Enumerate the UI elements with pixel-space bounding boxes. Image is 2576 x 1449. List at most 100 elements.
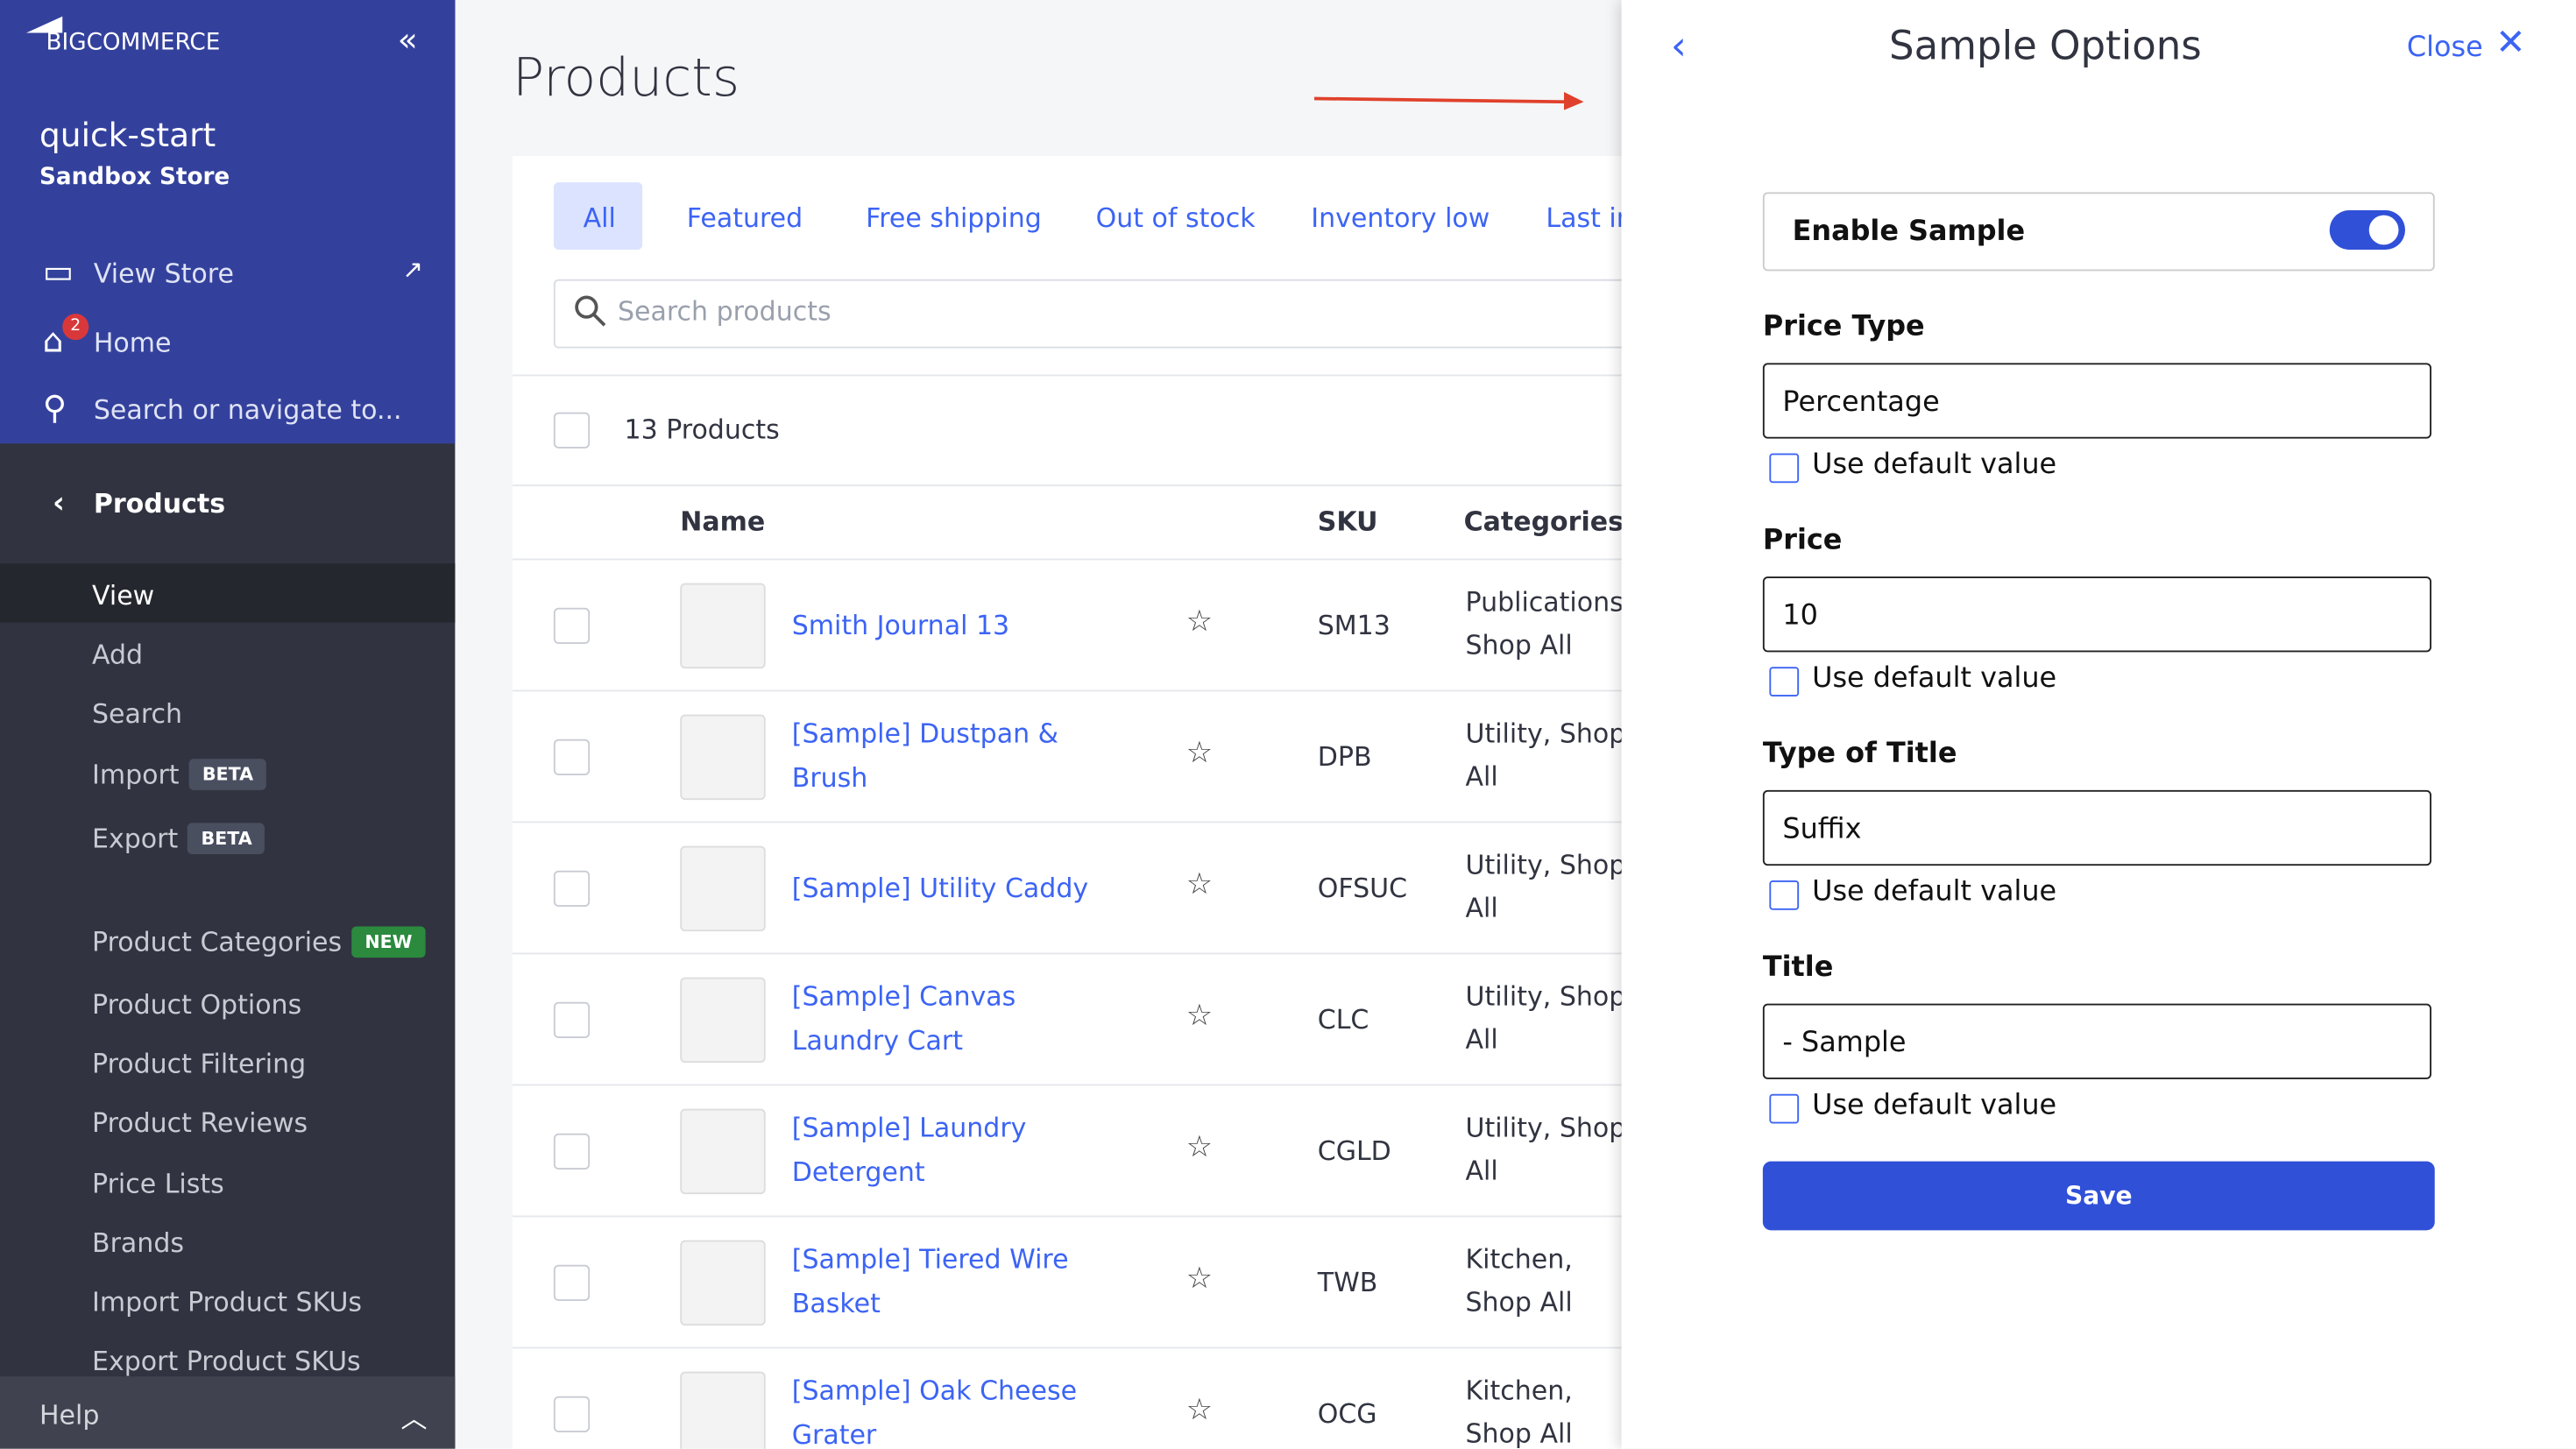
categories: Utility, Shop All <box>1465 849 1626 923</box>
row-checkbox[interactable] <box>553 607 591 644</box>
favorite-star[interactable]: ☆ <box>1185 999 1214 1034</box>
menu-label[interactable]: Product Options <box>92 988 302 1021</box>
product-name[interactable]: Smith Journal 13 <box>791 608 1010 640</box>
nav-item[interactable]: Search or navigate to... <box>93 394 402 426</box>
default-label[interactable]: Use default value <box>1812 1089 2057 1122</box>
search-box[interactable] <box>553 279 1663 349</box>
row-divider <box>513 952 1663 955</box>
toggle[interactable] <box>2329 210 2405 250</box>
menu-label[interactable]: Import Product SKUs <box>92 1286 363 1318</box>
menu-item[interactable]: Product Filtering <box>92 1048 306 1079</box>
filter-tab[interactable]: All <box>583 201 616 234</box>
tab-active-bg <box>553 182 643 250</box>
collapse-button[interactable]: « <box>397 19 418 60</box>
nav-item[interactable]: Home <box>93 326 172 357</box>
menu-item[interactable]: Product Options <box>92 989 301 1021</box>
logo-mark <box>26 16 63 33</box>
default-label[interactable]: Use default value <box>1812 661 2057 696</box>
menu-item[interactable]: Add <box>92 639 143 670</box>
product-thumbnail <box>680 1108 766 1195</box>
product-name[interactable]: [Sample] Utility Caddy <box>791 871 1089 903</box>
default-checkbox[interactable] <box>1769 667 1800 696</box>
toggle-row <box>1762 192 2435 272</box>
menu-item[interactable]: View <box>92 580 154 611</box>
row-checkbox[interactable] <box>553 1396 591 1432</box>
menu-item[interactable]: Import Product SKUs <box>92 1286 362 1318</box>
help-bar[interactable] <box>0 1376 456 1449</box>
default-label[interactable]: Use default value <box>1812 875 2057 908</box>
favorite-star[interactable]: ☆ <box>1185 604 1214 640</box>
close-icon[interactable]: ✕ <box>2495 23 2526 65</box>
menu-label[interactable]: Export <box>92 823 179 854</box>
menu-label[interactable]: Export Product SKUs <box>92 1345 361 1377</box>
back-button[interactable]: ‹ <box>1670 23 1687 69</box>
menu-item[interactable]: Brands <box>92 1227 184 1259</box>
menu-label[interactable]: View <box>92 579 155 611</box>
menu-label[interactable]: Product Filtering <box>92 1048 307 1079</box>
nav-icon: ⌂ <box>42 319 64 359</box>
row-checkbox[interactable] <box>553 870 591 907</box>
column-header[interactable]: Name <box>680 505 766 538</box>
close-button[interactable]: Close <box>2406 31 2483 65</box>
field-input[interactable]: 10 <box>1762 576 2431 653</box>
menu-item[interactable]: Import BETA <box>92 759 267 790</box>
row-checkbox[interactable] <box>553 1133 591 1170</box>
row-divider <box>513 1347 1663 1349</box>
product-thumbnail <box>680 714 766 801</box>
menu-label[interactable]: Product Categories <box>92 926 343 958</box>
help-chevron: ︿ <box>400 1403 428 1434</box>
sku: SM13 <box>1317 609 1391 641</box>
menu-label[interactable]: Product Reviews <box>92 1106 308 1139</box>
save-button[interactable]: Save <box>1762 1161 2435 1231</box>
select-all-checkbox[interactable] <box>553 412 591 449</box>
product-name[interactable]: [Sample] Tiered Wire Basket <box>791 1243 1069 1319</box>
nav-icon: ⚲ <box>42 387 67 428</box>
help[interactable]: Help <box>39 1399 100 1431</box>
divider <box>513 558 1663 561</box>
menu-label[interactable]: Import <box>92 759 180 790</box>
side-panel: ‹ Sample Options Close ✕ Enable Sample S… <box>1621 0 2576 1449</box>
menu-item[interactable]: Product Reviews <box>92 1107 308 1139</box>
product-count: 13 Products <box>624 413 780 446</box>
filter-tab[interactable]: Inventory low <box>1311 201 1490 234</box>
menu-label[interactable]: Brands <box>92 1226 184 1259</box>
default-checkbox[interactable] <box>1769 1093 1800 1124</box>
field-input[interactable]: - Sample <box>1762 1003 2431 1079</box>
sku: TWB <box>1317 1266 1378 1298</box>
menu-item[interactable]: Product Categories NEW <box>92 926 426 958</box>
favorite-star[interactable]: ☆ <box>1185 867 1214 902</box>
row-checkbox[interactable] <box>553 1001 591 1038</box>
default-checkbox[interactable] <box>1769 880 1800 910</box>
menu-label[interactable]: Add <box>92 639 144 670</box>
menu-item[interactable]: Export BETA <box>92 823 265 854</box>
menu-item[interactable]: Export Product SKUs <box>92 1346 361 1377</box>
default-checkbox[interactable] <box>1769 453 1800 484</box>
product-name[interactable]: [Sample] Dustpan & Brush <box>791 717 1059 794</box>
favorite-star[interactable]: ☆ <box>1185 736 1214 771</box>
default-label[interactable]: Use default value <box>1812 448 2057 482</box>
filter-tab[interactable]: Out of stock <box>1095 201 1256 234</box>
nav-icon: ▭ <box>42 251 74 291</box>
favorite-star[interactable]: ☆ <box>1185 1130 1214 1165</box>
favorite-star[interactable]: ☆ <box>1185 1262 1214 1297</box>
favorite-star[interactable]: ☆ <box>1185 1393 1214 1428</box>
product-name[interactable]: [Sample] Canvas Laundry Cart <box>791 980 1016 1057</box>
field-input[interactable]: Suffix <box>1762 789 2431 866</box>
row-checkbox[interactable] <box>553 739 591 775</box>
product-name[interactable]: [Sample] Oak Cheese Grater <box>791 1375 1078 1449</box>
menu-label[interactable]: Search <box>92 697 183 730</box>
menu-item[interactable]: Price Lists <box>92 1168 224 1199</box>
menu-label[interactable]: Price Lists <box>92 1168 224 1199</box>
row-checkbox[interactable] <box>553 1264 591 1301</box>
column-header[interactable]: SKU <box>1317 505 1378 538</box>
menu-item[interactable]: Search <box>92 698 182 730</box>
product-name[interactable]: [Sample] Laundry Detergent <box>791 1112 1027 1188</box>
filter-tab[interactable]: Featured <box>686 201 803 234</box>
section-title[interactable]: Products <box>93 487 226 520</box>
back-chevron[interactable]: ‹ <box>53 486 65 521</box>
filter-tab[interactable]: Free shipping <box>866 201 1042 234</box>
sku: CLC <box>1317 1003 1369 1036</box>
nav-item[interactable]: View Store <box>93 258 234 289</box>
field-input[interactable]: Percentage <box>1762 363 2431 439</box>
column-header[interactable]: Categories <box>1463 505 1624 538</box>
